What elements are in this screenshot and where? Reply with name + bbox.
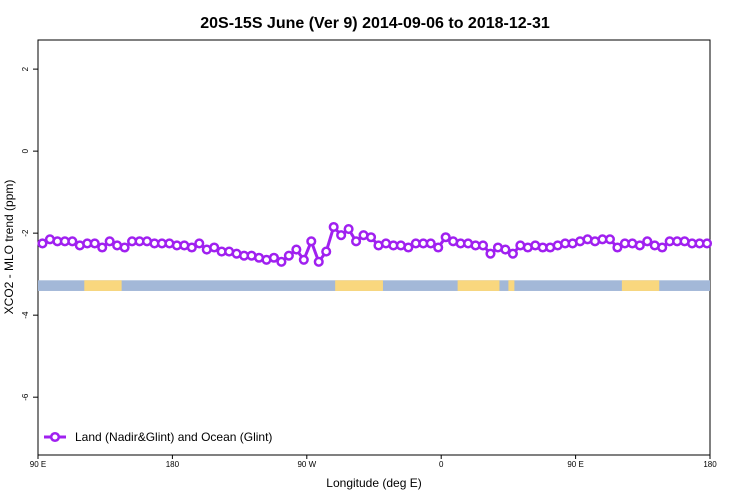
data-point: [67, 236, 78, 247]
data-point: [276, 256, 287, 267]
x-axis-label: Longitude (deg E): [326, 476, 421, 490]
data-point: [336, 230, 347, 241]
data-point: [37, 238, 48, 249]
data-point: [500, 244, 511, 255]
data-point: [104, 236, 115, 247]
data-point: [306, 236, 317, 247]
data-point: [119, 242, 130, 253]
land-band: [84, 280, 122, 291]
plot-frame: [37, 39, 711, 456]
data-point: [612, 242, 623, 253]
legend-marker: [49, 431, 61, 443]
land-band: [508, 280, 515, 291]
chart-title: 20S-15S June (Ver 9) 2014-09-06 to 2018-…: [200, 15, 550, 32]
data-point: [657, 242, 668, 253]
legend-label: Land (Nadir&Glint) and Ocean (Glint): [75, 430, 272, 444]
data-point: [89, 238, 100, 249]
data-point: [433, 242, 444, 253]
y-tick-label: -2: [21, 229, 30, 237]
land-band: [621, 280, 660, 291]
data-point: [328, 221, 339, 233]
data-point: [351, 236, 362, 247]
y-tick-label: -4: [21, 311, 30, 319]
x-tick-label: 0: [439, 460, 444, 469]
land-band: [457, 280, 500, 291]
y-tick-label: 2: [21, 66, 30, 71]
data-point: [343, 223, 354, 235]
data-point: [425, 238, 436, 249]
data-point: [604, 234, 615, 245]
data-point: [485, 248, 496, 259]
x-tick-label: 180: [703, 460, 717, 469]
data-point: [194, 238, 205, 249]
y-tick-label: 0: [21, 148, 30, 153]
land-band: [335, 280, 383, 291]
data-point: [642, 236, 653, 247]
data-point: [634, 240, 645, 251]
data-point: [268, 252, 279, 263]
data-point: [186, 242, 197, 253]
data-point: [507, 248, 518, 259]
data-point: [283, 250, 294, 261]
data-point: [298, 254, 309, 265]
y-axis-label: XCO2 - MLO trend (ppm): [2, 180, 16, 315]
data-point: [477, 240, 489, 251]
data-point: [440, 232, 451, 243]
x-tick-label: 90 E: [30, 460, 46, 469]
x-tick-label: 180: [166, 460, 180, 469]
x-tick-label: 90 E: [567, 460, 583, 469]
data-point: [365, 232, 377, 243]
data-point: [291, 244, 302, 255]
data-point: [403, 242, 414, 253]
data-point: [701, 238, 713, 249]
x-tick-label: 90 W: [297, 460, 316, 469]
y-tick-label: -6: [21, 393, 30, 401]
data-point: [97, 242, 108, 253]
data-point: [209, 242, 220, 253]
data-point: [321, 246, 332, 257]
data-point: [313, 256, 324, 267]
